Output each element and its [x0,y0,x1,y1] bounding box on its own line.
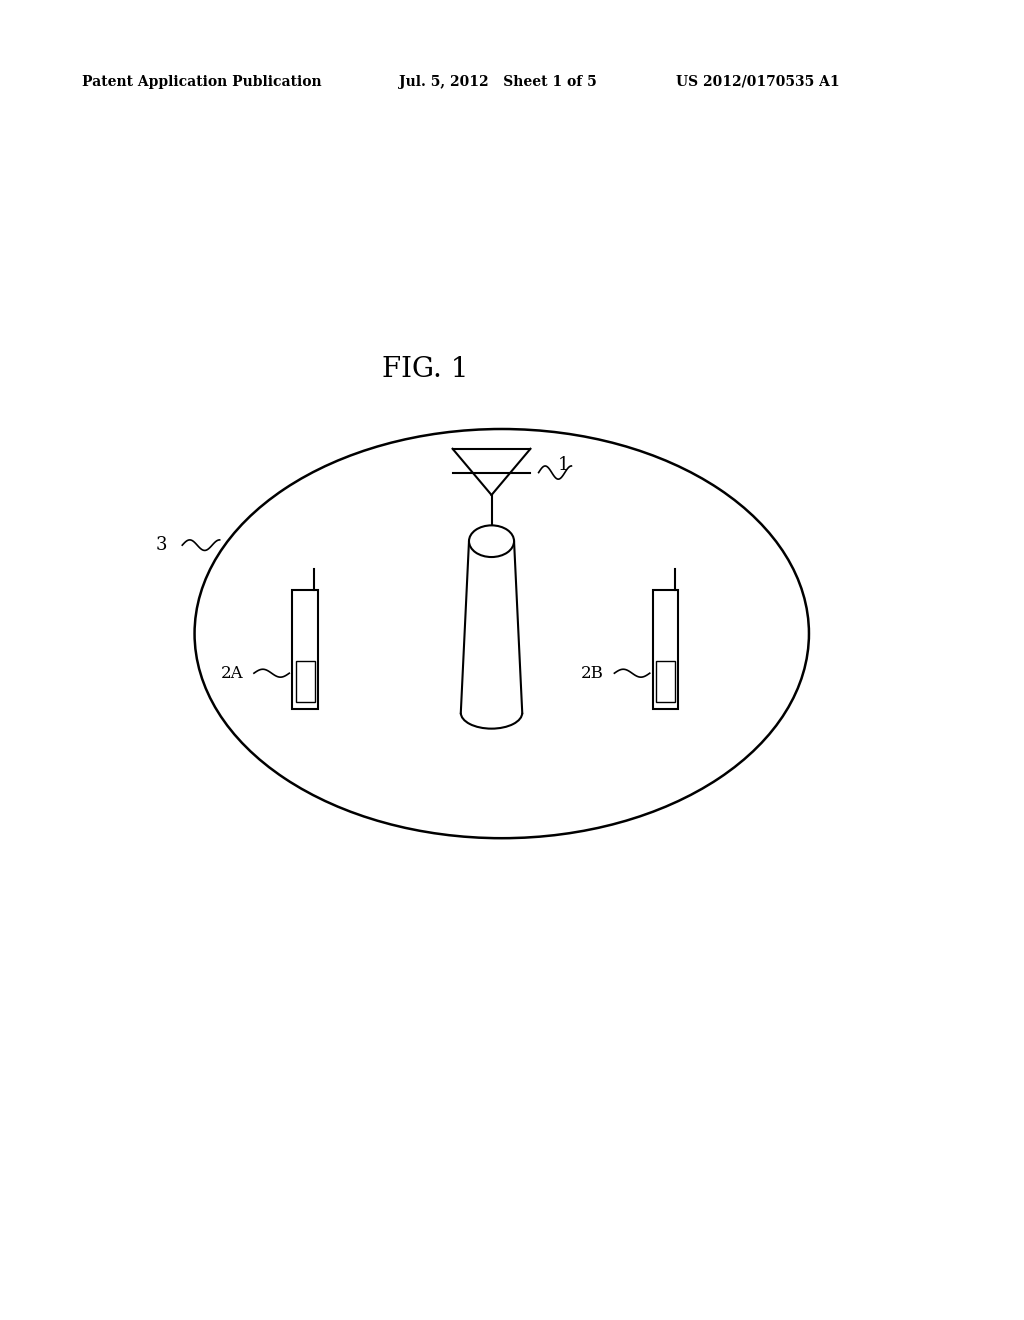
Text: 2A: 2A [221,665,244,681]
Text: 3: 3 [156,536,167,554]
Text: 1: 1 [558,455,569,474]
Ellipse shape [469,525,514,557]
Text: FIG. 1: FIG. 1 [382,356,468,383]
Bar [293,590,317,709]
Bar [656,660,675,702]
Text: 2B: 2B [582,665,604,681]
Text: Patent Application Publication: Patent Application Publication [82,75,322,88]
Bar [653,590,679,709]
Text: US 2012/0170535 A1: US 2012/0170535 A1 [676,75,840,88]
Bar [296,660,314,702]
Text: Jul. 5, 2012   Sheet 1 of 5: Jul. 5, 2012 Sheet 1 of 5 [399,75,597,88]
